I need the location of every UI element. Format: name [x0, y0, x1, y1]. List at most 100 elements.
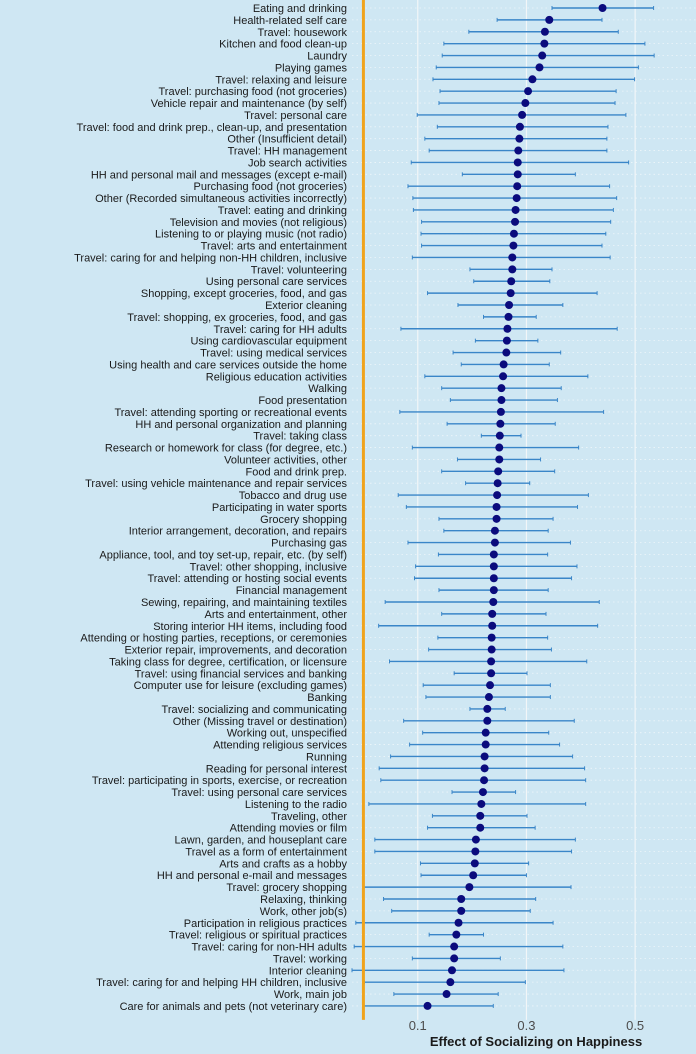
estimate-point	[535, 63, 544, 72]
row-label: Travel: attending or hosting social even…	[147, 573, 347, 585]
row-label: Travel: using vehicle maintenance and re…	[85, 478, 347, 490]
estimate-point	[490, 538, 499, 547]
estimate-point	[489, 550, 498, 559]
estimate-point	[487, 669, 496, 678]
estimate-point	[481, 728, 490, 737]
row-label: Travel: volunteering	[251, 264, 347, 276]
estimate-point	[508, 253, 517, 262]
row-label: Listening to the radio	[245, 799, 347, 811]
estimate-point	[496, 419, 505, 428]
row-label: Research or homework for class (for degr…	[105, 443, 347, 455]
estimate-point	[487, 633, 496, 642]
row-label: HH and personal mail and messages (excep…	[91, 169, 347, 181]
row-label: Eating and drinking	[253, 3, 347, 15]
estimate-point	[598, 4, 607, 12]
estimate-point	[504, 312, 513, 321]
estimate-point	[509, 229, 518, 238]
row-label: Computer use for leisure (excluding game…	[134, 680, 347, 692]
estimate-point	[492, 502, 501, 511]
row-label: Taking class for degree, certification, …	[109, 656, 347, 668]
row-label: Working out, unspecified	[227, 728, 347, 740]
estimate-point	[499, 372, 508, 381]
row-label: Travel: other shopping, inclusive	[190, 561, 347, 573]
row-label: Purchasing food (not groceries)	[194, 181, 347, 193]
estimate-point	[511, 205, 520, 214]
estimate-point	[502, 336, 511, 345]
row-label: Travel: using personal care services	[171, 787, 347, 799]
estimate-point	[495, 431, 504, 440]
estimate-point	[476, 811, 485, 820]
row-label: Appliance, tool, and toy set-up, repair,…	[99, 549, 347, 561]
row-label: Health-related self care	[233, 15, 347, 27]
estimate-point	[486, 681, 495, 690]
row-label: Vehicle repair and maintenance (by self)	[151, 98, 347, 110]
row-label: Travel: relaxing and leisure	[215, 74, 347, 86]
estimate-point	[454, 918, 463, 927]
estimate-point	[487, 645, 496, 654]
estimate-point	[495, 443, 504, 452]
row-label: Work, main job	[274, 989, 347, 1001]
row-label: Sewing, repairing, and maintaining texti…	[141, 597, 348, 609]
row-label: Travel: using medical services	[200, 348, 347, 360]
row-label: Arts and entertainment, other	[205, 609, 348, 621]
row-label: Other (Recorded simultaneous activities …	[95, 193, 347, 205]
row-label: Attending religious services	[213, 740, 347, 752]
estimate-point	[480, 776, 489, 785]
estimate-point	[476, 823, 485, 832]
estimate-point	[514, 146, 523, 155]
estimate-point	[515, 134, 524, 143]
estimate-point	[512, 194, 521, 203]
row-label: Food and drink prep.	[245, 466, 347, 478]
row-label: Volunteer activities, other	[224, 454, 347, 466]
row-label: Interior arrangement, decoration, and re…	[129, 526, 348, 538]
row-label: Arts and crafts as a hobby	[219, 858, 347, 870]
estimate-point	[524, 87, 533, 96]
estimate-point	[490, 526, 499, 535]
row-label: Work, other job(s)	[260, 906, 347, 918]
row-label: Shopping, except groceries, food, and ga…	[141, 288, 348, 300]
x-tick-label: 0.1	[409, 1018, 427, 1033]
estimate-point	[447, 966, 456, 975]
row-label: Television and movies (not religious)	[170, 217, 347, 229]
estimate-point	[483, 716, 492, 725]
estimate-point	[509, 241, 518, 250]
estimate-point	[457, 895, 466, 903]
estimate-point	[505, 301, 514, 309]
estimate-point	[481, 740, 490, 749]
row-label: Travel: caring for HH adults	[214, 324, 348, 336]
estimate-point	[540, 39, 549, 48]
row-label: Other (Missing travel or destination)	[173, 716, 347, 728]
row-label: Travel: shopping, ex groceries, food, an…	[127, 312, 347, 324]
row-label: Travel as a form of entertainment	[185, 846, 347, 858]
estimate-point	[457, 906, 466, 915]
estimate-point	[495, 455, 504, 464]
estimate-point	[423, 1001, 432, 1010]
row-label: Travel: participating in sports, exercis…	[92, 775, 347, 787]
estimate-point	[493, 479, 502, 488]
row-label: Travel: religious or spiritual practices	[169, 930, 348, 942]
row-label: Travel: arts and entertainment	[201, 241, 347, 253]
row-label: Listening to or playing music (not radio…	[155, 229, 347, 241]
row-label: Participating in water sports	[212, 502, 348, 514]
row-label: HH and personal e-mail and messages	[157, 870, 348, 882]
row-label: Laundry	[307, 51, 347, 63]
row-label: Running	[306, 751, 347, 763]
row-label: Grocery shopping	[260, 514, 347, 526]
row-label: Job search activities	[248, 157, 348, 169]
estimate-point	[538, 51, 547, 60]
row-label: Travel: housework	[258, 27, 348, 39]
row-label: Participation in religious practices	[184, 918, 348, 930]
estimate-point	[506, 289, 515, 298]
row-label: Travel: purchasing food (not groceries)	[158, 86, 347, 98]
marks	[351, 0, 655, 1020]
estimate-point	[521, 99, 530, 108]
estimate-point	[477, 799, 486, 808]
row-label: Travel: socializing and communicating	[162, 704, 347, 716]
estimate-point	[489, 562, 498, 571]
estimate-point	[493, 491, 502, 500]
estimate-point	[470, 859, 479, 868]
grid	[352, 0, 696, 1020]
row-label: Care for animals and pets (not veterinar…	[120, 1001, 347, 1013]
estimate-point	[480, 752, 489, 761]
